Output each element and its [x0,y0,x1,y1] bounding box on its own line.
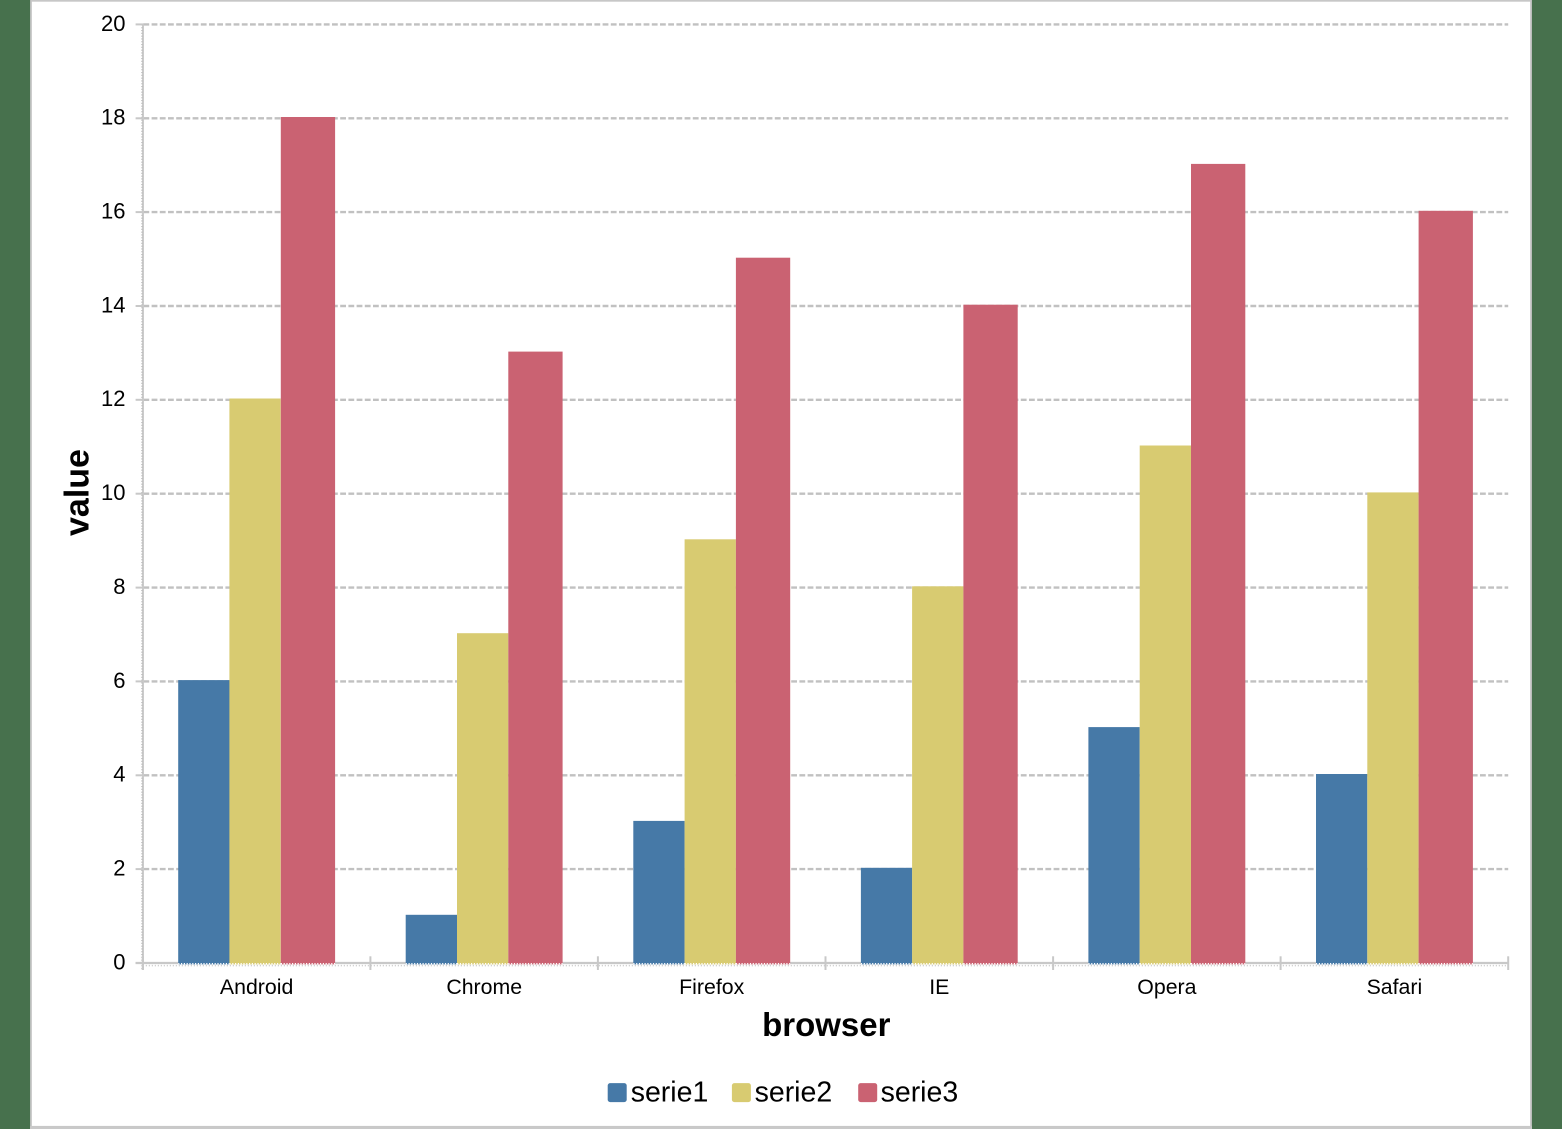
svg-text:serie2: serie2 [755,1077,833,1109]
svg-text:2: 2 [113,856,125,881]
svg-text:6: 6 [113,668,125,693]
svg-text:8: 8 [113,574,125,599]
svg-text:serie3: serie3 [881,1077,959,1109]
svg-text:Chrome: Chrome [446,975,522,999]
svg-text:Safari: Safari [1367,975,1423,999]
svg-text:16: 16 [101,199,125,224]
svg-text:18: 18 [101,105,125,130]
svg-text:browser: browser [762,1006,891,1043]
svg-text:Opera: Opera [1137,975,1196,999]
svg-text:value: value [58,449,96,536]
svg-text:0: 0 [113,949,125,974]
svg-text:Android: Android [220,975,293,999]
svg-text:serie1: serie1 [631,1077,709,1109]
svg-text:10: 10 [101,480,125,505]
svg-text:12: 12 [101,386,125,411]
svg-text:14: 14 [101,292,125,317]
svg-text:Firefox: Firefox [679,975,744,999]
svg-text:4: 4 [113,762,125,787]
svg-text:IE: IE [929,975,949,999]
svg-text:20: 20 [101,11,125,36]
